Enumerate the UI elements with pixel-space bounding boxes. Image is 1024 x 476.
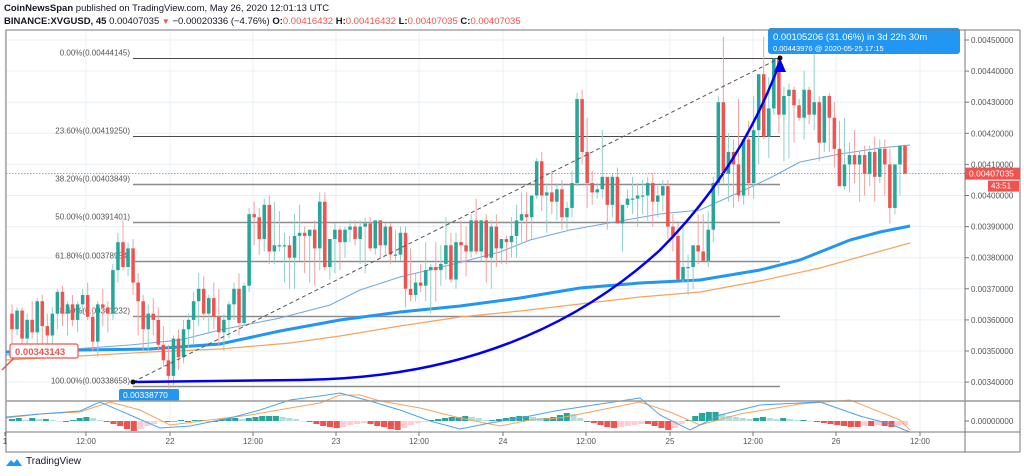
high-label: H: (335, 16, 346, 27)
svg-text:0.00350000: 0.00350000 (971, 347, 1014, 356)
svg-text:0.00360000: 0.00360000 (971, 316, 1014, 325)
svg-text:0.00390000: 0.00390000 (971, 223, 1014, 232)
down-triangle-icon: ▼ (161, 17, 170, 26)
high-value: 0.00416432 (345, 16, 396, 27)
close-value: 0.00407035 (470, 16, 521, 27)
svg-text:25: 25 (666, 437, 675, 446)
price-change: −0.00020336 (−4.76%) (172, 16, 270, 27)
svg-text:12:00: 12:00 (76, 437, 97, 446)
svg-text:100.00%(0.00338658): 100.00%(0.00338658) (51, 377, 131, 386)
svg-text:12:00: 12:00 (910, 437, 931, 446)
svg-text:24: 24 (499, 437, 508, 446)
symbol-label: BINANCE:XVGUSD, 45 (4, 16, 107, 27)
publish-info: published on TradingView.com, May 26, 20… (73, 3, 330, 14)
candles (10, 36, 907, 389)
axes: 0.00450000 0.00440000 0.00430000 0.00420000… (3, 36, 1020, 446)
svg-text:0.00400000: 0.00400000 (971, 192, 1014, 201)
tradingview-cloud-icon (6, 458, 22, 466)
low-label: L: (398, 16, 408, 27)
svg-text:0.00105206 (31.06%) in 3d 22h: 0.00105206 (31.06%) in 3d 22h 30m (773, 32, 927, 43)
svg-text:23: 23 (332, 437, 341, 446)
svg-text:0.00407035: 0.00407035 (969, 169, 1014, 179)
svg-text:43:51: 43:51 (991, 182, 1012, 191)
close-label: C: (460, 16, 471, 27)
svg-text:0.00370000: 0.00370000 (971, 285, 1014, 294)
tradingview-logo[interactable]: TradingView (5, 456, 81, 467)
svg-text:50.00%(0.00391401): 50.00%(0.00391401) (55, 213, 130, 222)
publish-line: CoinNewsSpan published on TradingView.co… (4, 2, 521, 15)
svg-text:22: 22 (166, 437, 175, 446)
low-value: 0.00407035 (407, 16, 458, 27)
svg-text:0.00450000: 0.00450000 (971, 36, 1014, 45)
svg-text:0.00%(0.00444145): 0.00%(0.00444145) (60, 49, 131, 58)
svg-text:12:00: 12:00 (243, 437, 264, 446)
svg-text:12:00: 12:00 (743, 437, 764, 446)
drawing-overlays[interactable]: 0.00105206 (31.06%) in 3d 22h 30m0.00443… (1, 28, 965, 401)
ohlc-line: BINANCE:XVGUSD, 45 0.00407035 ▼ −0.00020… (4, 15, 521, 28)
svg-text:0.00440000: 0.00440000 (971, 67, 1014, 76)
open-value: 0.00416432 (282, 16, 334, 27)
fibonacci-retracement[interactable]: 0.00%(0.00444145) 23.60%(0.00419250) 38.20… (51, 49, 780, 388)
author-name: CoinNewsSpan (4, 3, 74, 14)
svg-text:0.00340000: 0.00340000 (971, 378, 1014, 387)
svg-text:0.00343143: 0.00343143 (15, 347, 65, 358)
open-label: O: (272, 16, 283, 27)
svg-text:0.00000000: 0.00000000 (971, 417, 1014, 426)
svg-text:12:00: 12:00 (409, 437, 430, 446)
chart-header: CoinNewsSpan published on TradingView.co… (4, 2, 521, 28)
svg-text:0.00420000: 0.00420000 (971, 129, 1014, 138)
svg-text:0.00430000: 0.00430000 (971, 98, 1014, 107)
macd-panel (5, 392, 911, 433)
svg-text:23.60%(0.00419250): 23.60%(0.00419250) (55, 127, 130, 136)
svg-text:0.00410000: 0.00410000 (971, 160, 1014, 169)
svg-text:0.00443976 @ 2020-05-25 17:15: 0.00443976 @ 2020-05-25 17:15 (773, 44, 884, 53)
svg-text:1: 1 (3, 437, 8, 446)
svg-text:38.20%(0.00403849): 38.20%(0.00403849) (55, 175, 130, 184)
svg-text:12:00: 12:00 (576, 437, 597, 446)
svg-text:0.00380000: 0.00380000 (971, 254, 1014, 263)
chart-frame (5, 29, 1021, 453)
svg-text:0.00338770: 0.00338770 (123, 390, 168, 400)
svg-text:26: 26 (832, 437, 841, 446)
last-price: 0.00407035 (109, 16, 160, 27)
logo-text: TradingView (26, 456, 82, 467)
svg-text:61.80%(0.00378954): 61.80%(0.00378954) (55, 252, 130, 261)
